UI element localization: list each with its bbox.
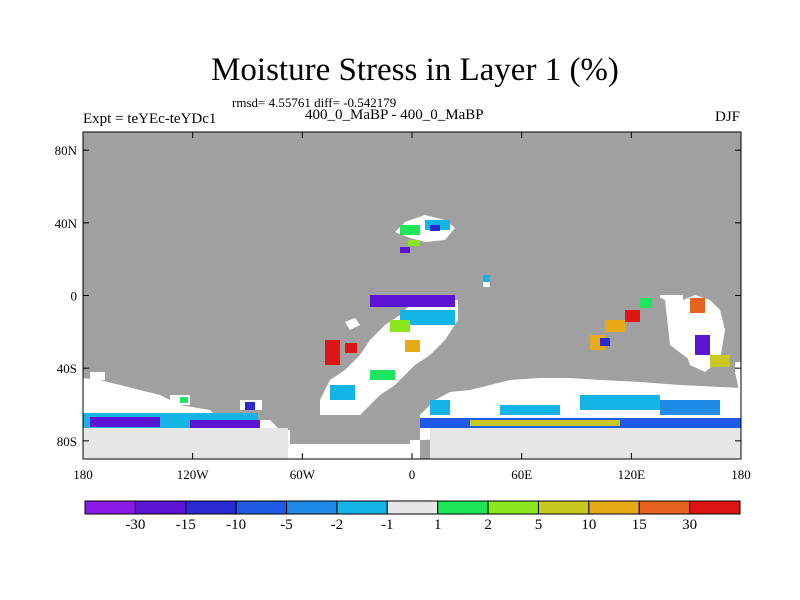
anomaly-cell <box>470 420 620 426</box>
colorbar-label: 1 <box>433 517 442 533</box>
anomaly-cell <box>695 335 710 355</box>
anomaly-cell <box>330 385 355 400</box>
colorbar-label: -10 <box>226 517 247 533</box>
lat-tick-label: 80S <box>57 434 77 449</box>
colorbar-label: -30 <box>125 517 146 533</box>
ocean-small-patch-2 <box>90 372 105 380</box>
colorbar-swatch <box>537 500 590 515</box>
lat-tick-label: 40N <box>55 216 78 231</box>
colorbar-swatch <box>638 500 691 515</box>
anomaly-cell <box>180 397 188 403</box>
lon-tick-label: 60W <box>290 467 316 482</box>
lat-tick-label: 40S <box>57 361 77 376</box>
anomaly-cell <box>430 225 440 231</box>
colorbar-swatch <box>689 500 741 515</box>
experiment-label: Expt = teYEc-teYDc1 <box>83 111 217 127</box>
anomaly-cell <box>660 400 720 415</box>
anomaly-cell <box>625 310 640 322</box>
lon-tick-label: 180 <box>731 467 751 482</box>
lat-tick-label: 0 <box>71 289 78 304</box>
colorbar-swatch <box>235 500 288 515</box>
longitude-axis: 180 120W 60W 0 60E 120E 180 <box>73 132 751 482</box>
colorbar-swatch <box>487 500 539 515</box>
anomaly-cell <box>190 420 260 429</box>
colorbar-swatch <box>437 500 489 515</box>
colorbar-swatch <box>588 500 640 515</box>
anomaly-cell <box>83 428 288 459</box>
anomaly-patches <box>83 220 741 459</box>
lat-tick-label: 80N <box>55 143 78 158</box>
anomaly-cell <box>90 417 160 427</box>
colorbar-label: -5 <box>280 517 293 533</box>
colorbar-label: 2 <box>484 517 492 533</box>
colorbar-label: 30 <box>682 517 698 533</box>
anomaly-cell <box>400 310 455 325</box>
colorbar-label: -15 <box>175 517 196 533</box>
colorbar-swatch <box>185 500 237 515</box>
anomaly-cell <box>605 320 625 332</box>
anomaly-cell <box>483 275 490 282</box>
colorbar <box>84 500 741 515</box>
anomaly-cell <box>710 355 730 367</box>
period-label: 400_0_MaBP - 400_0_MaBP <box>305 107 484 123</box>
colorbar-label: -2 <box>330 517 344 533</box>
anomaly-cell <box>640 298 652 308</box>
colorbar-swatch <box>286 500 338 515</box>
colorbar-label: 10 <box>581 517 597 533</box>
anomaly-cell <box>325 340 340 365</box>
lon-tick-label: 60E <box>511 467 532 482</box>
lon-tick-label: 120E <box>618 467 646 482</box>
anomaly-cell <box>390 320 410 332</box>
anomaly-cell <box>370 295 455 307</box>
colorbar-swatch <box>134 500 187 515</box>
anomaly-cell <box>690 298 705 313</box>
colorbar-swatch <box>84 500 136 515</box>
colorbar-label: -1 <box>381 517 394 533</box>
anomaly-cell <box>430 400 450 415</box>
anomaly-cell <box>400 247 410 253</box>
anomaly-cell <box>245 402 255 410</box>
colorbar-swatch <box>336 500 388 515</box>
anomaly-cell <box>408 240 420 246</box>
colorbar-swatch <box>386 500 439 515</box>
ocean-east-indian <box>683 295 725 372</box>
rmsd-diff-stats: rmsd= 4.55761 diff= -0.542179 <box>232 95 397 110</box>
lon-tick-label: 180 <box>73 467 93 482</box>
anomaly-cell <box>600 338 610 346</box>
anomaly-cell <box>580 395 660 410</box>
anomaly-cell <box>400 225 420 235</box>
ocean-small-patch-1 <box>345 318 360 330</box>
colorbar-label: 15 <box>631 517 647 533</box>
chart-title: Moisture Stress in Layer 1 (%) <box>211 52 619 88</box>
anomaly-cell <box>405 340 420 352</box>
lon-tick-label: 120W <box>177 467 210 482</box>
lon-tick-label: 0 <box>409 467 416 482</box>
anomaly-cell <box>345 343 357 353</box>
anomaly-cell <box>500 405 560 415</box>
colorbar-label: 5 <box>534 517 543 533</box>
season-label: DJF <box>714 109 740 125</box>
latitude-axis: 80N 40N 0 40S 80S <box>55 143 741 449</box>
anomaly-cell <box>370 370 395 380</box>
anomaly-cell <box>430 428 741 459</box>
